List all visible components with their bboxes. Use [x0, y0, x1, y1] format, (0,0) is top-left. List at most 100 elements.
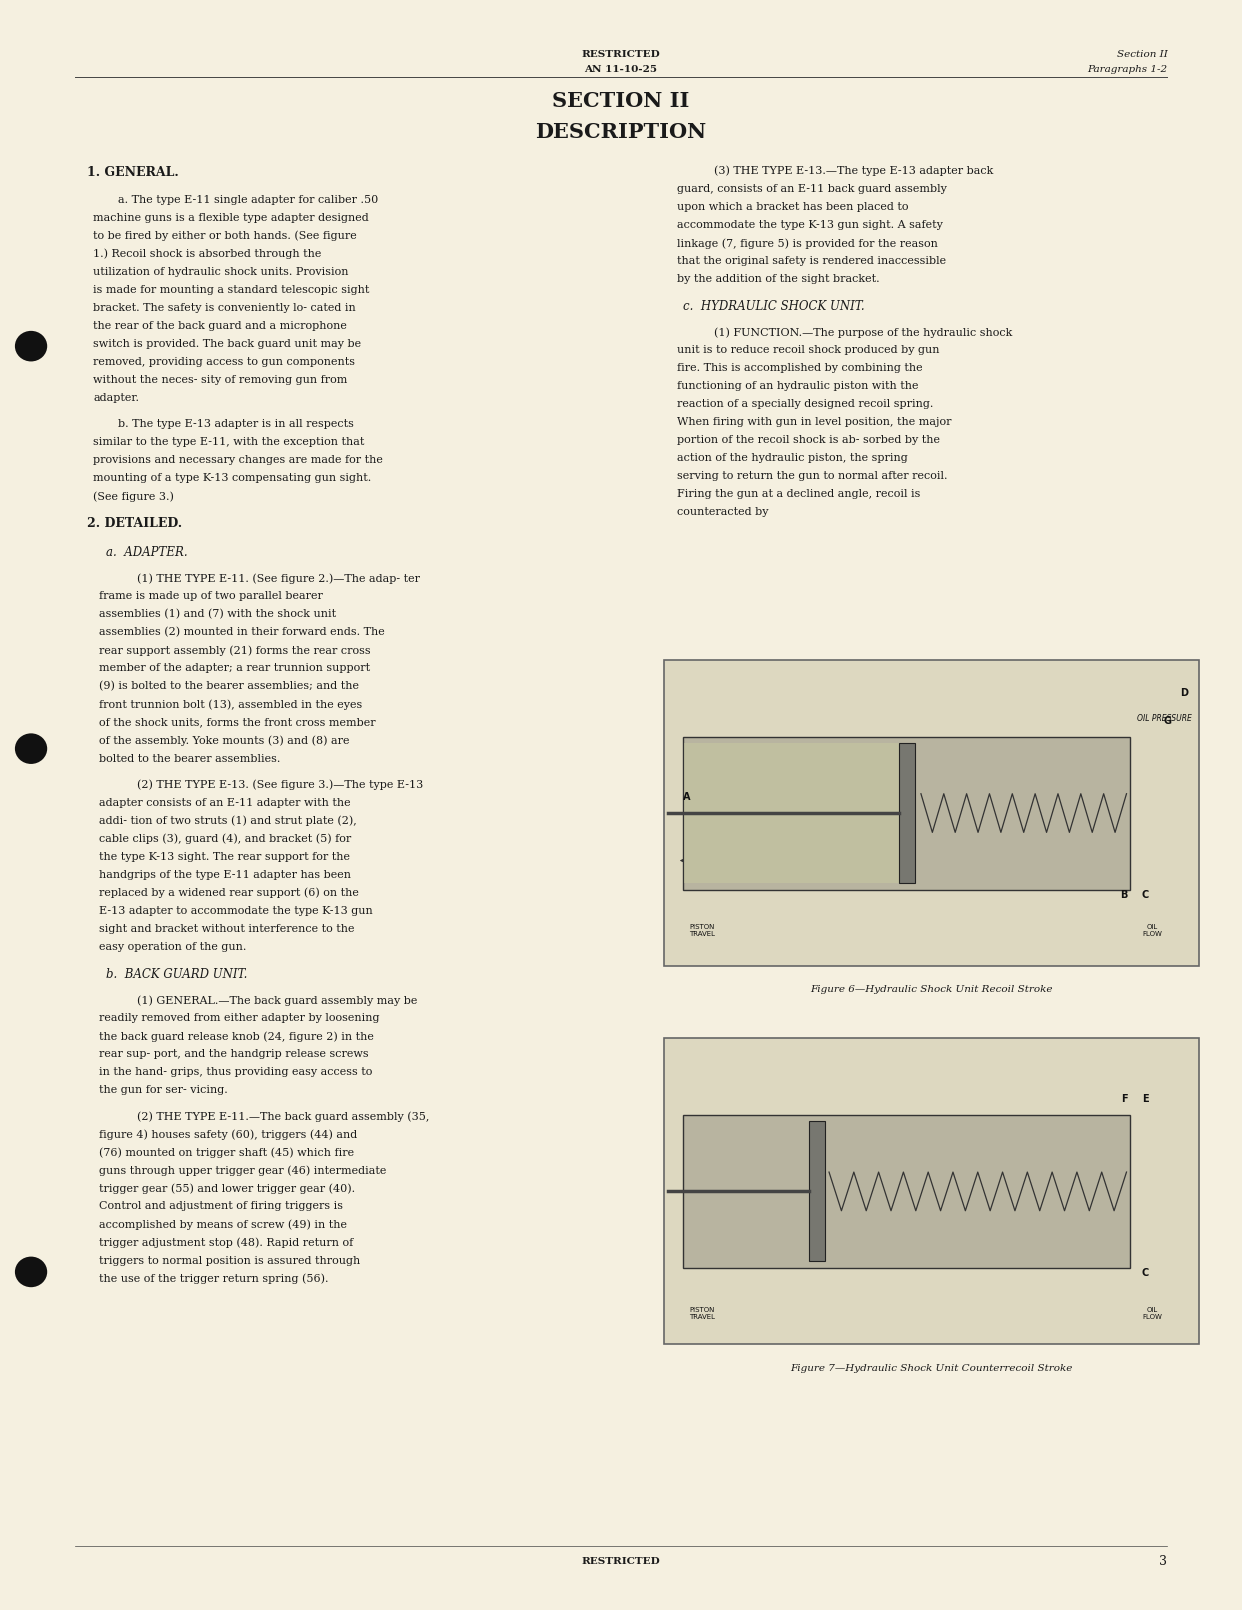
Text: switch is provided. The back guard unit may be: switch is provided. The back guard unit …: [93, 340, 361, 349]
Text: frame is made up of two parallel bearer: frame is made up of two parallel bearer: [99, 591, 323, 601]
Text: (1) THE TYPE E-11. (See figure 2.)—The adap- ter: (1) THE TYPE E-11. (See figure 2.)—The a…: [137, 573, 420, 584]
Text: a.  ADAPTER.: a. ADAPTER.: [106, 546, 188, 559]
Text: F: F: [1120, 1095, 1128, 1104]
Text: that the original safety is rendered inaccessible: that the original safety is rendered ina…: [677, 256, 946, 266]
Text: assemblies (2) mounted in their forward ends. The: assemblies (2) mounted in their forward …: [99, 628, 385, 638]
Text: rear sup- port, and the handgrip release screws: rear sup- port, and the handgrip release…: [99, 1050, 369, 1059]
Text: of the assembly. Yoke mounts (3) and (8) are: of the assembly. Yoke mounts (3) and (8)…: [99, 736, 350, 745]
Text: 1.) Recoil shock is absorbed through the: 1.) Recoil shock is absorbed through the: [93, 250, 322, 259]
Text: member of the adapter; a rear trunnion support: member of the adapter; a rear trunnion s…: [99, 663, 370, 673]
Text: the back guard release knob (24, figure 2) in the: the back guard release knob (24, figure …: [99, 1030, 374, 1042]
Text: DESCRIPTION: DESCRIPTION: [535, 122, 707, 142]
Text: serving to return the gun to normal after recoil.: serving to return the gun to normal afte…: [677, 472, 948, 481]
Text: a. The type E-11 single adapter for caliber .50: a. The type E-11 single adapter for cali…: [118, 195, 379, 204]
Text: in the hand- grips, thus providing easy access to: in the hand- grips, thus providing easy …: [99, 1067, 373, 1077]
Text: unit is to reduce recoil shock produced by gun: unit is to reduce recoil shock produced …: [677, 345, 939, 356]
Text: When firing with gun in level position, the major: When firing with gun in level position, …: [677, 417, 951, 427]
Text: Figure 7—Hydraulic Shock Unit Counterrecoil Stroke: Figure 7—Hydraulic Shock Unit Counterrec…: [790, 1364, 1073, 1373]
Text: similar to the type E-11, with the exception that: similar to the type E-11, with the excep…: [93, 438, 364, 448]
Text: RESTRICTED: RESTRICTED: [581, 50, 661, 60]
Text: (3) THE TYPE E-13.—The type E-13 adapter back: (3) THE TYPE E-13.—The type E-13 adapter…: [714, 166, 994, 177]
Text: adapter consists of an E-11 adapter with the: adapter consists of an E-11 adapter with…: [99, 797, 351, 808]
Text: provisions and necessary changes are made for the: provisions and necessary changes are mad…: [93, 456, 383, 465]
Text: bolted to the bearer assemblies.: bolted to the bearer assemblies.: [99, 753, 281, 763]
Text: rear support assembly (21) forms the rear cross: rear support assembly (21) forms the rea…: [99, 646, 371, 655]
Text: (76) mounted on trigger shaft (45) which fire: (76) mounted on trigger shaft (45) which…: [99, 1148, 354, 1158]
Text: by the addition of the sight bracket.: by the addition of the sight bracket.: [677, 274, 879, 283]
Text: the use of the trigger return spring (56).: the use of the trigger return spring (56…: [99, 1274, 329, 1285]
Text: OIL PRESSURE: OIL PRESSURE: [1138, 715, 1192, 723]
Text: (1) FUNCTION.—The purpose of the hydraulic shock: (1) FUNCTION.—The purpose of the hydraul…: [714, 327, 1012, 338]
Text: trigger adjustment stop (48). Rapid return of: trigger adjustment stop (48). Rapid retu…: [99, 1238, 354, 1248]
Text: c.  HYDRAULIC SHOCK UNIT.: c. HYDRAULIC SHOCK UNIT.: [683, 299, 864, 312]
Text: C: C: [1141, 1269, 1149, 1278]
Text: addi- tion of two struts (1) and strut plate (2),: addi- tion of two struts (1) and strut p…: [99, 816, 358, 826]
Text: removed, providing access to gun components: removed, providing access to gun compone…: [93, 357, 355, 367]
Text: the type K-13 sight. The rear support for the: the type K-13 sight. The rear support fo…: [99, 852, 350, 861]
Text: guard, consists of an E-11 back guard assembly: guard, consists of an E-11 back guard as…: [677, 184, 946, 193]
Text: functioning of an hydraulic piston with the: functioning of an hydraulic piston with …: [677, 382, 918, 391]
Text: accommodate the type K-13 gun sight. A safety: accommodate the type K-13 gun sight. A s…: [677, 221, 943, 230]
Text: SECTION II: SECTION II: [553, 92, 689, 111]
Text: (9) is bolted to the bearer assemblies; and the: (9) is bolted to the bearer assemblies; …: [99, 681, 359, 692]
Text: of the shock units, forms the front cross member: of the shock units, forms the front cros…: [99, 718, 376, 728]
Text: replaced by a widened rear support (6) on the: replaced by a widened rear support (6) o…: [99, 887, 359, 898]
Text: easy operation of the gun.: easy operation of the gun.: [99, 942, 247, 952]
Text: (2) THE TYPE E-13. (See figure 3.)—The type E-13: (2) THE TYPE E-13. (See figure 3.)—The t…: [137, 779, 422, 791]
Text: guns through upper trigger gear (46) intermediate: guns through upper trigger gear (46) int…: [99, 1166, 386, 1175]
Text: 3: 3: [1160, 1555, 1167, 1568]
Text: assemblies (1) and (7) with the shock unit: assemblies (1) and (7) with the shock un…: [99, 609, 337, 620]
Ellipse shape: [15, 332, 47, 362]
Text: to be fired by either or both hands. (See figure: to be fired by either or both hands. (Se…: [93, 230, 356, 242]
Text: adapter.: adapter.: [93, 393, 139, 402]
Text: readily removed from either adapter by loosening: readily removed from either adapter by l…: [99, 1013, 380, 1022]
Bar: [664, 660, 1199, 966]
Text: G: G: [1164, 716, 1171, 726]
Bar: [664, 1038, 1199, 1344]
Text: Control and adjustment of firing triggers is: Control and adjustment of firing trigger…: [99, 1201, 343, 1211]
Text: handgrips of the type E-11 adapter has been: handgrips of the type E-11 adapter has b…: [99, 869, 351, 879]
Bar: [683, 1114, 1130, 1269]
Text: E-13 adapter to accommodate the type K-13 gun: E-13 adapter to accommodate the type K-1…: [99, 906, 373, 916]
Text: cable clips (3), guard (4), and bracket (5) for: cable clips (3), guard (4), and bracket …: [99, 834, 351, 844]
Text: machine guns is a flexible type adapter designed: machine guns is a flexible type adapter …: [93, 213, 369, 222]
Text: OIL
FLOW: OIL FLOW: [1143, 1307, 1163, 1320]
Ellipse shape: [15, 734, 47, 763]
Text: Paragraphs 1-2: Paragraphs 1-2: [1087, 64, 1167, 74]
Text: triggers to normal position is assured through: triggers to normal position is assured t…: [99, 1256, 360, 1265]
Text: 1. GENERAL.: 1. GENERAL.: [87, 166, 179, 179]
Text: b. The type E-13 adapter is in all respects: b. The type E-13 adapter is in all respe…: [118, 419, 354, 430]
Text: portion of the recoil shock is ab- sorbed by the: portion of the recoil shock is ab- sorbe…: [677, 435, 940, 446]
Text: AN 11-10-25: AN 11-10-25: [585, 64, 657, 74]
Text: Firing the gun at a declined angle, recoil is: Firing the gun at a declined angle, reco…: [677, 489, 920, 499]
Text: trigger gear (55) and lower trigger gear (40).: trigger gear (55) and lower trigger gear…: [99, 1183, 355, 1195]
Text: without the neces- sity of removing gun from: without the neces- sity of removing gun …: [93, 375, 348, 385]
Text: (2) THE TYPE E-11.—The back guard assembly (35,: (2) THE TYPE E-11.—The back guard assemb…: [137, 1111, 428, 1122]
Bar: [810, 1121, 826, 1262]
Text: 2. DETAILED.: 2. DETAILED.: [87, 517, 183, 530]
Text: (1) GENERAL.—The back guard assembly may be: (1) GENERAL.—The back guard assembly may…: [137, 995, 417, 1006]
Text: bracket. The safety is conveniently lo- cated in: bracket. The safety is conveniently lo- …: [93, 303, 356, 312]
Text: RESTRICTED: RESTRICTED: [581, 1557, 661, 1567]
Bar: [684, 744, 899, 882]
Text: E: E: [1141, 1095, 1149, 1104]
Text: action of the hydraulic piston, the spring: action of the hydraulic piston, the spri…: [677, 454, 908, 464]
Bar: [899, 744, 914, 882]
Text: B: B: [1120, 890, 1128, 900]
Text: upon which a bracket has been placed to: upon which a bracket has been placed to: [677, 201, 908, 213]
Text: reaction of a specially designed recoil spring.: reaction of a specially designed recoil …: [677, 399, 933, 409]
Text: D: D: [1180, 687, 1187, 697]
Text: sight and bracket without interference to the: sight and bracket without interference t…: [99, 924, 355, 934]
Text: the rear of the back guard and a microphone: the rear of the back guard and a microph…: [93, 320, 347, 332]
Text: mounting of a type K-13 compensating gun sight.: mounting of a type K-13 compensating gun…: [93, 473, 371, 483]
Text: Figure 6—Hydraulic Shock Unit Recoil Stroke: Figure 6—Hydraulic Shock Unit Recoil Str…: [810, 985, 1053, 995]
Text: utilization of hydraulic shock units. Provision: utilization of hydraulic shock units. Pr…: [93, 267, 349, 277]
Text: PISTON
TRAVEL: PISTON TRAVEL: [689, 924, 714, 937]
Ellipse shape: [15, 1256, 47, 1288]
Text: accomplished by means of screw (49) in the: accomplished by means of screw (49) in t…: [99, 1219, 348, 1230]
Text: front trunnion bolt (13), assembled in the eyes: front trunnion bolt (13), assembled in t…: [99, 699, 363, 710]
Text: Section II: Section II: [1117, 50, 1167, 60]
Text: counteracted by: counteracted by: [677, 507, 769, 517]
Text: the gun for ser- vicing.: the gun for ser- vicing.: [99, 1085, 229, 1095]
Text: C: C: [1141, 890, 1149, 900]
